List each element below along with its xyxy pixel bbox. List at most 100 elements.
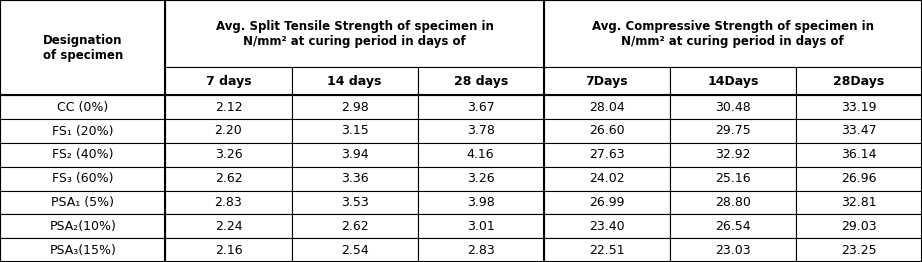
Text: Avg. Split Tensile Strength of specimen in
N/mm² at curing period in days of: Avg. Split Tensile Strength of specimen … [216,20,493,48]
Text: 25.16: 25.16 [715,172,751,185]
Bar [418,190,544,214]
Bar [165,238,291,262]
Bar [544,238,669,262]
Bar [165,0,544,68]
Text: 3.26: 3.26 [215,148,242,161]
Bar [291,190,418,214]
Bar [418,119,544,143]
Text: 28.80: 28.80 [715,196,751,209]
Text: 3.53: 3.53 [341,196,369,209]
Text: 23.40: 23.40 [589,220,624,233]
Text: 22.51: 22.51 [589,244,624,256]
Text: 2.20: 2.20 [215,124,242,138]
Text: 32.81: 32.81 [841,196,877,209]
Text: Designation
of specimen: Designation of specimen [42,34,123,62]
Text: 36.14: 36.14 [841,148,877,161]
Bar [418,167,544,190]
Bar [291,238,418,262]
Bar [418,143,544,167]
Bar [291,95,418,119]
Text: 7 days: 7 days [206,75,252,88]
Bar [291,68,418,95]
Text: 27.63: 27.63 [589,148,624,161]
Bar [544,214,669,238]
Bar [544,0,922,68]
Bar [669,119,796,143]
Text: 3.26: 3.26 [467,172,494,185]
Bar [669,68,796,95]
Bar [0,238,165,262]
Text: 2.62: 2.62 [215,172,242,185]
Text: 4.16: 4.16 [467,148,494,161]
Text: 33.19: 33.19 [841,101,877,114]
Bar [418,68,544,95]
Text: 2.12: 2.12 [215,101,242,114]
Text: 26.96: 26.96 [841,172,877,185]
Text: 2.16: 2.16 [215,244,242,256]
Bar [796,167,922,190]
Bar [669,95,796,119]
Text: 2.98: 2.98 [341,101,369,114]
Bar [544,68,669,95]
Bar [544,143,669,167]
Text: 3.15: 3.15 [341,124,369,138]
Bar [796,119,922,143]
Bar [291,167,418,190]
Bar [669,214,796,238]
Bar [0,190,165,214]
Bar [0,167,165,190]
Text: Avg. Compressive Strength of specimen in
N/mm² at curing period in days of: Avg. Compressive Strength of specimen in… [592,20,874,48]
Text: 3.94: 3.94 [341,148,369,161]
Bar [0,143,165,167]
Text: 3.78: 3.78 [467,124,494,138]
Text: 28.04: 28.04 [589,101,624,114]
Bar [0,214,165,238]
Text: 30.48: 30.48 [715,101,751,114]
Bar [669,238,796,262]
Text: 28Days: 28Days [833,75,884,88]
Text: FS₂ (40%): FS₂ (40%) [52,148,113,161]
Bar [418,214,544,238]
Bar [796,214,922,238]
Text: 29.03: 29.03 [841,220,877,233]
Text: PSA₁ (5%): PSA₁ (5%) [52,196,114,209]
Text: 14Days: 14Days [707,75,759,88]
Text: 2.83: 2.83 [467,244,494,256]
Bar [165,119,291,143]
Bar [669,167,796,190]
Bar [165,68,291,95]
Bar [544,95,669,119]
Text: 24.02: 24.02 [589,172,624,185]
Text: PSA₂(10%): PSA₂(10%) [49,220,116,233]
Bar [796,95,922,119]
Text: 3.67: 3.67 [467,101,494,114]
Bar [796,190,922,214]
Bar [0,95,165,119]
Text: 7Days: 7Days [585,75,628,88]
Text: 3.36: 3.36 [341,172,369,185]
Text: 3.01: 3.01 [467,220,494,233]
Text: 2.54: 2.54 [341,244,369,256]
Text: 29.75: 29.75 [715,124,751,138]
Bar [544,119,669,143]
Bar [796,68,922,95]
Bar [291,143,418,167]
Text: 14 days: 14 days [327,75,382,88]
Text: FS₁ (20%): FS₁ (20%) [52,124,113,138]
Text: 2.62: 2.62 [341,220,369,233]
Text: 23.03: 23.03 [715,244,751,256]
Bar [0,0,165,95]
Bar [669,190,796,214]
Bar [544,190,669,214]
Text: 26.99: 26.99 [589,196,624,209]
Bar [165,95,291,119]
Bar [544,167,669,190]
Text: 23.25: 23.25 [841,244,877,256]
Text: 28 days: 28 days [454,75,508,88]
Text: 3.98: 3.98 [467,196,494,209]
Text: CC (0%): CC (0%) [57,101,109,114]
Bar [291,119,418,143]
Text: 26.54: 26.54 [715,220,751,233]
Bar [418,238,544,262]
Bar [165,214,291,238]
